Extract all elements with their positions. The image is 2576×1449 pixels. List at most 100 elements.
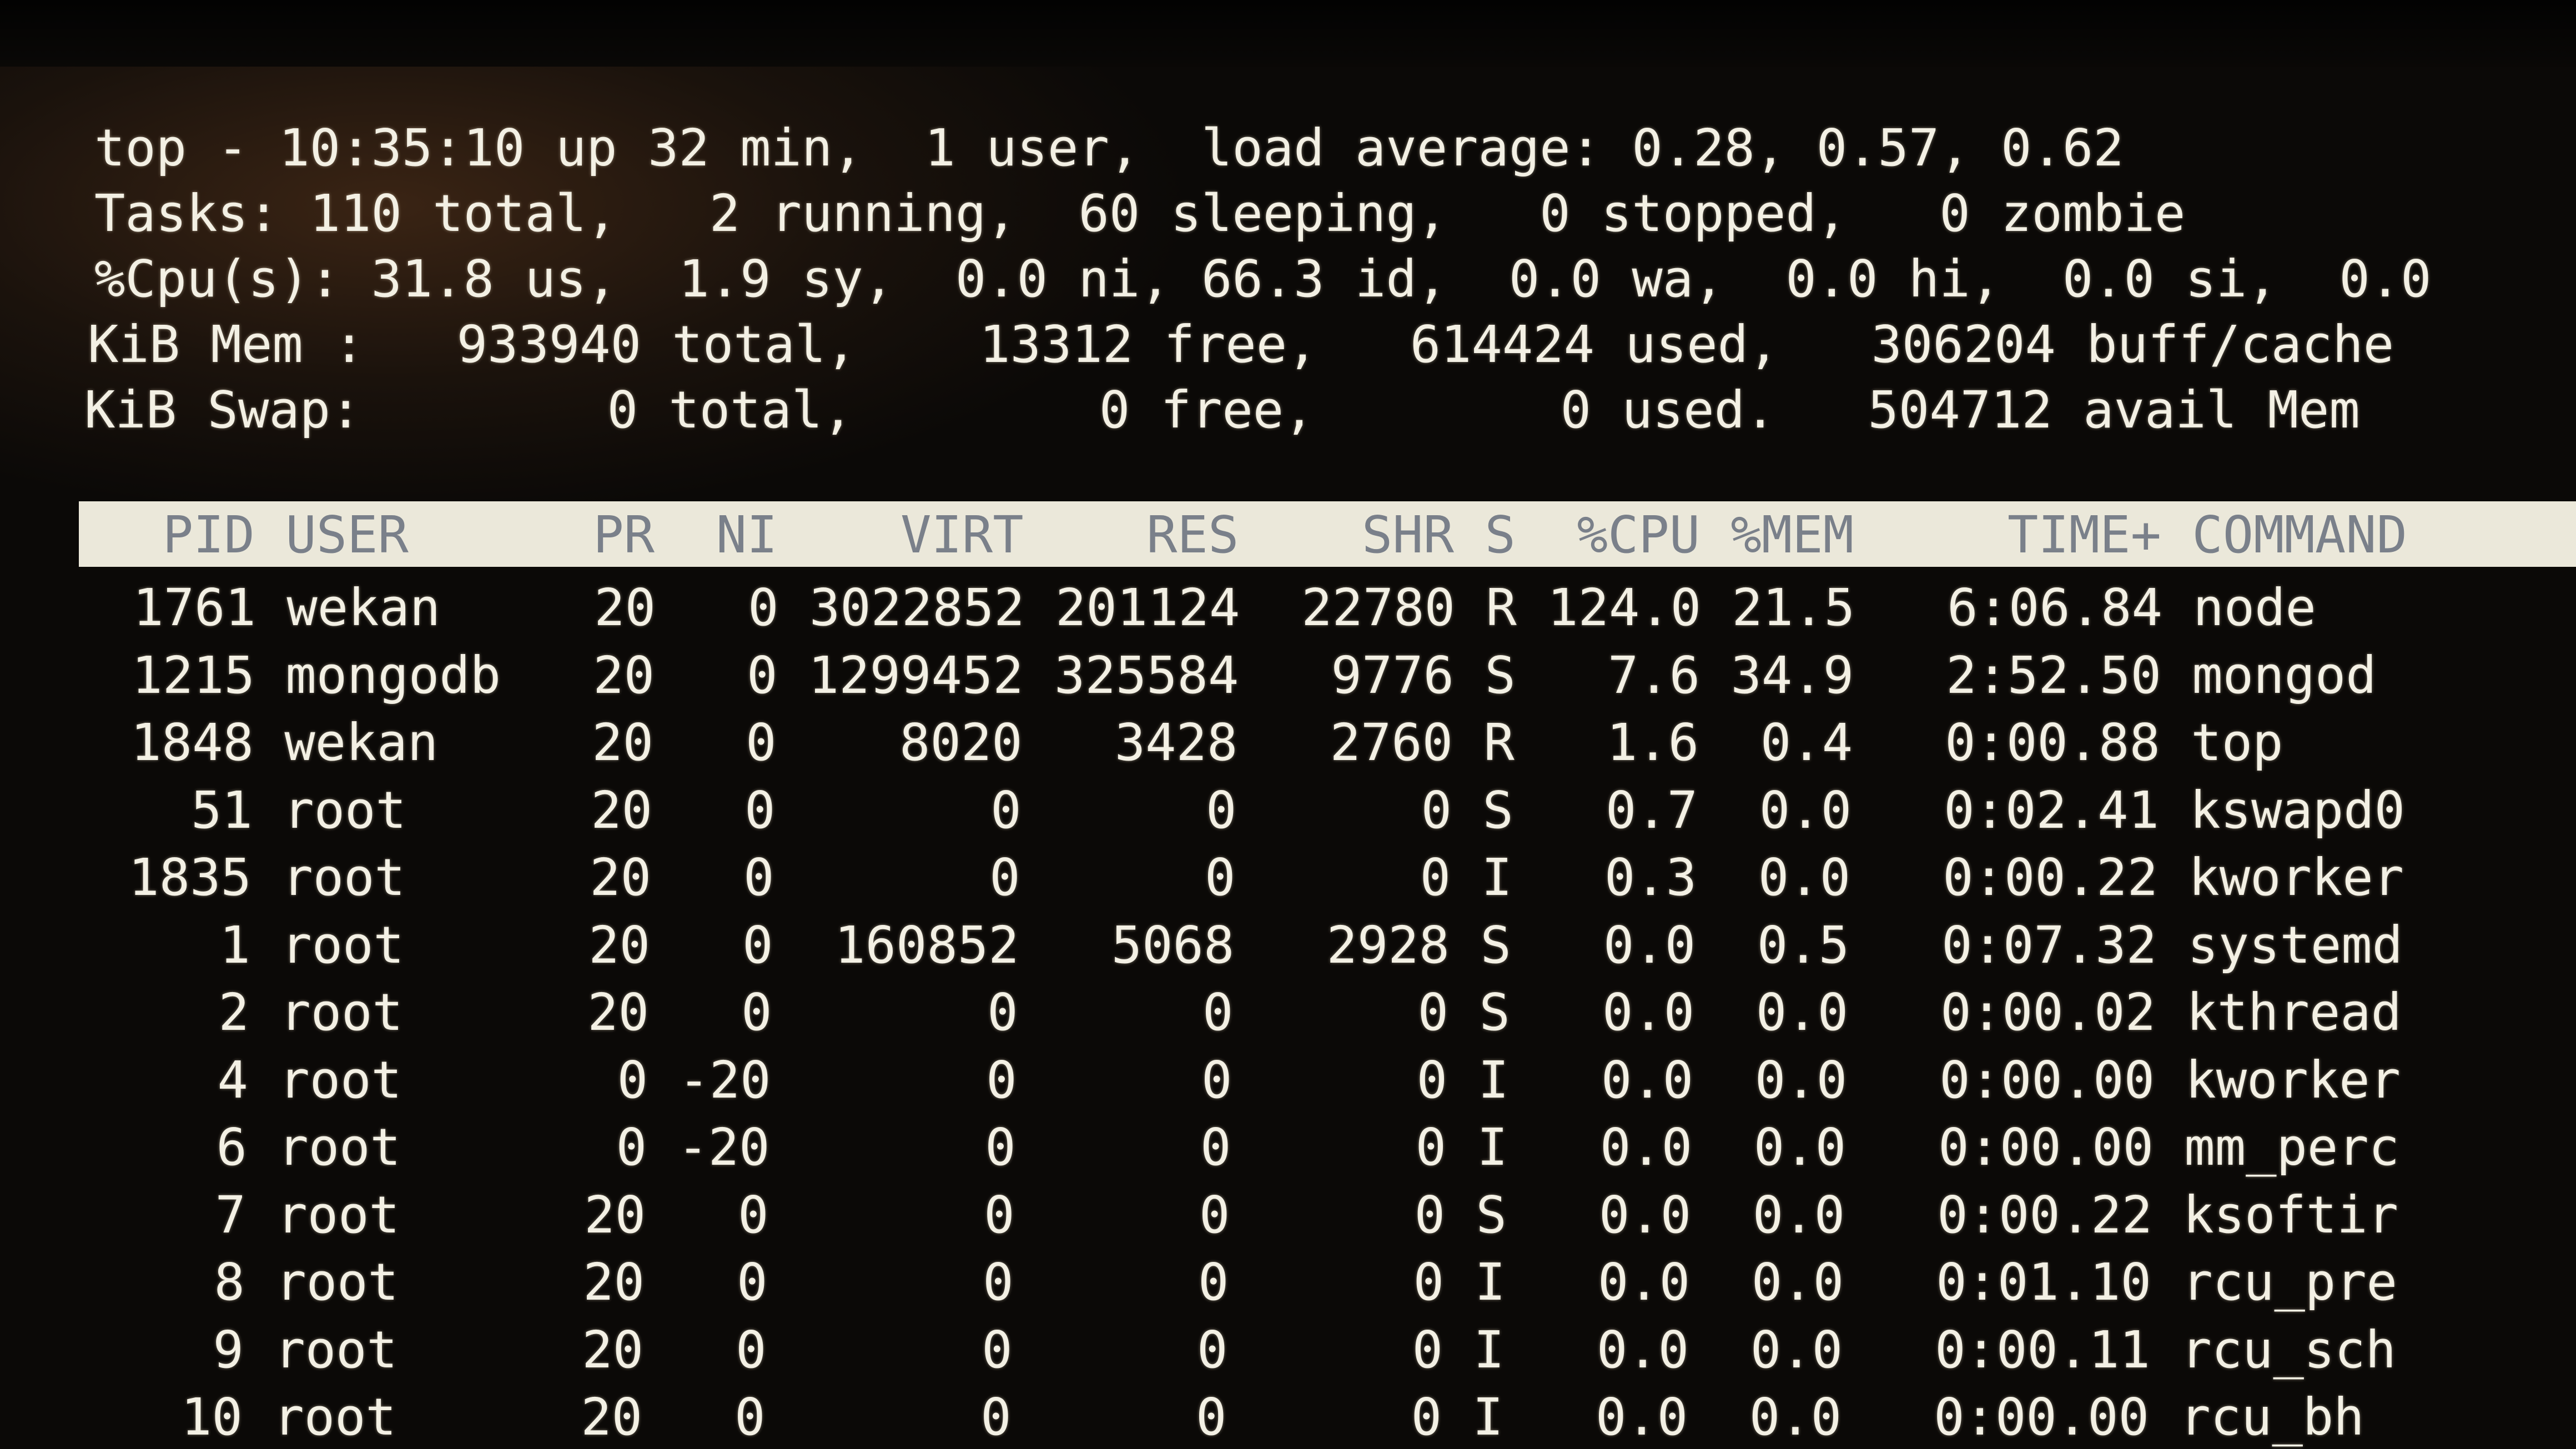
process-mem: 0.5: [1757, 915, 1850, 975]
summary-tasks: Tasks: 110 total, 2 running, 60 sleeping…: [94, 184, 2186, 243]
process-cpu: 7.6: [1607, 645, 1700, 705]
process-cpu: 0.0: [1598, 1185, 1692, 1245]
process-res: 5068: [1111, 915, 1235, 975]
process-ni: 0: [744, 780, 776, 840]
process-command: rcu_sch: [2181, 1320, 2397, 1380]
process-ni: -20: [678, 1050, 771, 1110]
process-ni: 0: [737, 1252, 768, 1312]
process-row[interactable]: 51 root 20 0 0 0 0 S 0.7 0.0 0:02.41 kswapd0: [99, 780, 2405, 841]
process-row[interactable]: 1761 wekan 20 0 3022852 201124 22780 R 124.0 21.5…: [102, 577, 2408, 638]
process-state: S: [1485, 645, 1516, 705]
monitor-bezel: [0, 0, 2576, 78]
process-res: 0: [1198, 1252, 1229, 1312]
process-user: root: [283, 780, 406, 840]
process-time: 2:52.50: [1946, 645, 2161, 705]
process-pr: 20: [581, 1387, 642, 1447]
process-user: root: [273, 1387, 396, 1447]
process-mem: 0.4: [1760, 713, 1853, 772]
process-time: 0:00.88: [1945, 713, 2160, 772]
process-pr: 0: [617, 1050, 648, 1110]
process-res: 0: [1205, 780, 1237, 840]
process-command: node: [2193, 578, 2316, 637]
summary-swap: KiB Swap: 0 total, 0 free, 0 used. 50471…: [84, 380, 2360, 440]
process-virt: 0: [989, 848, 1020, 907]
process-ni: 0: [734, 1387, 766, 1447]
process-virt: 0: [983, 1252, 1014, 1312]
process-ni: 0: [741, 983, 772, 1042]
process-pr: 20: [592, 713, 653, 772]
process-shr: 0: [1416, 1050, 1448, 1110]
process-row[interactable]: 4 root 0 -20 0 0 0 I 0.0 0.0 0:00.00 kworker: [94, 1050, 2401, 1111]
process-ni: 0: [747, 645, 778, 705]
process-pid: 1215: [132, 645, 255, 705]
process-state: I: [1481, 848, 1512, 907]
process-time: 0:00.11: [1935, 1320, 2150, 1380]
process-pid: 9: [213, 1320, 244, 1380]
process-cpu: 0.0: [1595, 1387, 1688, 1447]
process-row[interactable]: 1835 root 20 0 0 0 0 I 0.3 0.0 0:00.22 kworker: [98, 847, 2404, 908]
column-header-state: S: [1485, 505, 1516, 565]
process-time: 0:00.00: [1934, 1387, 2149, 1447]
process-mem: 34.9: [1730, 645, 1854, 705]
process-pr: 0: [616, 1118, 647, 1177]
process-res: 0: [1204, 848, 1236, 907]
process-row[interactable]: 10 root 20 0 0 0 0 I 0.0 0.0 0:00.00 rcu_bh: [89, 1387, 2395, 1448]
process-row[interactable]: 1215 mongodb 20 0 1299452 325584 9776 S 7.6 34.9 2…: [101, 645, 2407, 706]
process-pid: 1835: [128, 848, 251, 907]
process-res: 3428: [1114, 713, 1238, 772]
column-header-time: TIME+: [2008, 505, 2161, 565]
process-user: wekan: [284, 713, 439, 772]
process-command: mongod: [2192, 645, 2377, 705]
column-header-ni: NI: [716, 505, 778, 565]
process-user: root: [274, 1320, 398, 1380]
terminal-screen: [0, 67, 2576, 1449]
process-state: R: [1486, 578, 1517, 637]
process-mem: 0.0: [1753, 1118, 1847, 1177]
process-row[interactable]: 1 root 20 0 160852 5068 2928 S 0.0 0.5 0:07.32 syst…: [97, 915, 2403, 976]
process-virt: 0: [987, 983, 1018, 1042]
process-shr: 0: [1415, 1118, 1447, 1177]
process-row[interactable]: 8 root 20 0 0 0 0 I 0.0 0.0 0:01.10 rcu_pre: [91, 1252, 2398, 1313]
process-state: I: [1472, 1387, 1503, 1447]
process-cpu: 0.0: [1597, 1252, 1690, 1312]
process-row[interactable]: 9 root 20 0 0 0 0 I 0.0 0.0 0:00.11 rcu_sch: [90, 1320, 2397, 1381]
process-virt: 0: [984, 1185, 1015, 1245]
process-mem: 0.0: [1752, 1185, 1845, 1245]
summary-uptime-load: top - 10:35:10 up 32 min, 1 user, load a…: [94, 118, 2124, 178]
process-pr: 20: [588, 915, 650, 975]
process-mem: 0.0: [1758, 848, 1851, 907]
process-cpu: 0.7: [1605, 780, 1698, 840]
process-shr: 2928: [1326, 915, 1450, 975]
process-pid: 2: [218, 983, 249, 1042]
process-row[interactable]: 1848 wekan 20 0 8020 3428 2760 R 1.6 0.4 0:00.88 to…: [100, 712, 2406, 773]
process-virt: 8020: [899, 713, 1023, 772]
process-res: 0: [1195, 1387, 1227, 1447]
process-row[interactable]: 2 root 20 0 0 0 0 S 0.0 0.0 0:00.02 kthread: [95, 982, 2402, 1043]
process-res: 0: [1202, 983, 1234, 1042]
process-virt: 0: [980, 1387, 1012, 1447]
process-mem: 0.0: [1755, 983, 1849, 1042]
process-pr: 20: [582, 1320, 643, 1380]
process-ni: 0: [738, 1185, 769, 1245]
process-pr: 20: [594, 578, 656, 637]
process-time: 0:01.10: [1936, 1252, 2151, 1312]
process-command: kswapd0: [2190, 780, 2406, 840]
column-header-virt: VIRT: [900, 505, 1024, 565]
process-mem: 21.5: [1732, 578, 1855, 637]
process-pid: 10: [181, 1387, 243, 1447]
process-shr: 9776: [1331, 645, 1455, 705]
process-virt: 3022852: [809, 578, 1025, 637]
process-ni: 0: [743, 848, 774, 907]
process-virt: 0: [990, 780, 1022, 840]
process-row[interactable]: 7 root 20 0 0 0 0 S 0.0 0.0 0:00.22 ksoftir: [92, 1185, 2399, 1246]
process-pid: 51: [191, 780, 253, 840]
process-row[interactable]: 6 root 0 -20 0 0 0 I 0.0 0.0 0:00.00 mm_perc: [93, 1117, 2400, 1178]
column-header-pr: PR: [593, 505, 655, 565]
process-time: 0:02.41: [1944, 780, 2159, 840]
process-user: root: [281, 915, 404, 975]
process-ni: 0: [742, 915, 773, 975]
process-command: mm_perc: [2184, 1118, 2400, 1177]
process-shr: 0: [1420, 848, 1451, 907]
process-pr: 20: [593, 645, 655, 705]
process-pr: 20: [590, 848, 651, 907]
